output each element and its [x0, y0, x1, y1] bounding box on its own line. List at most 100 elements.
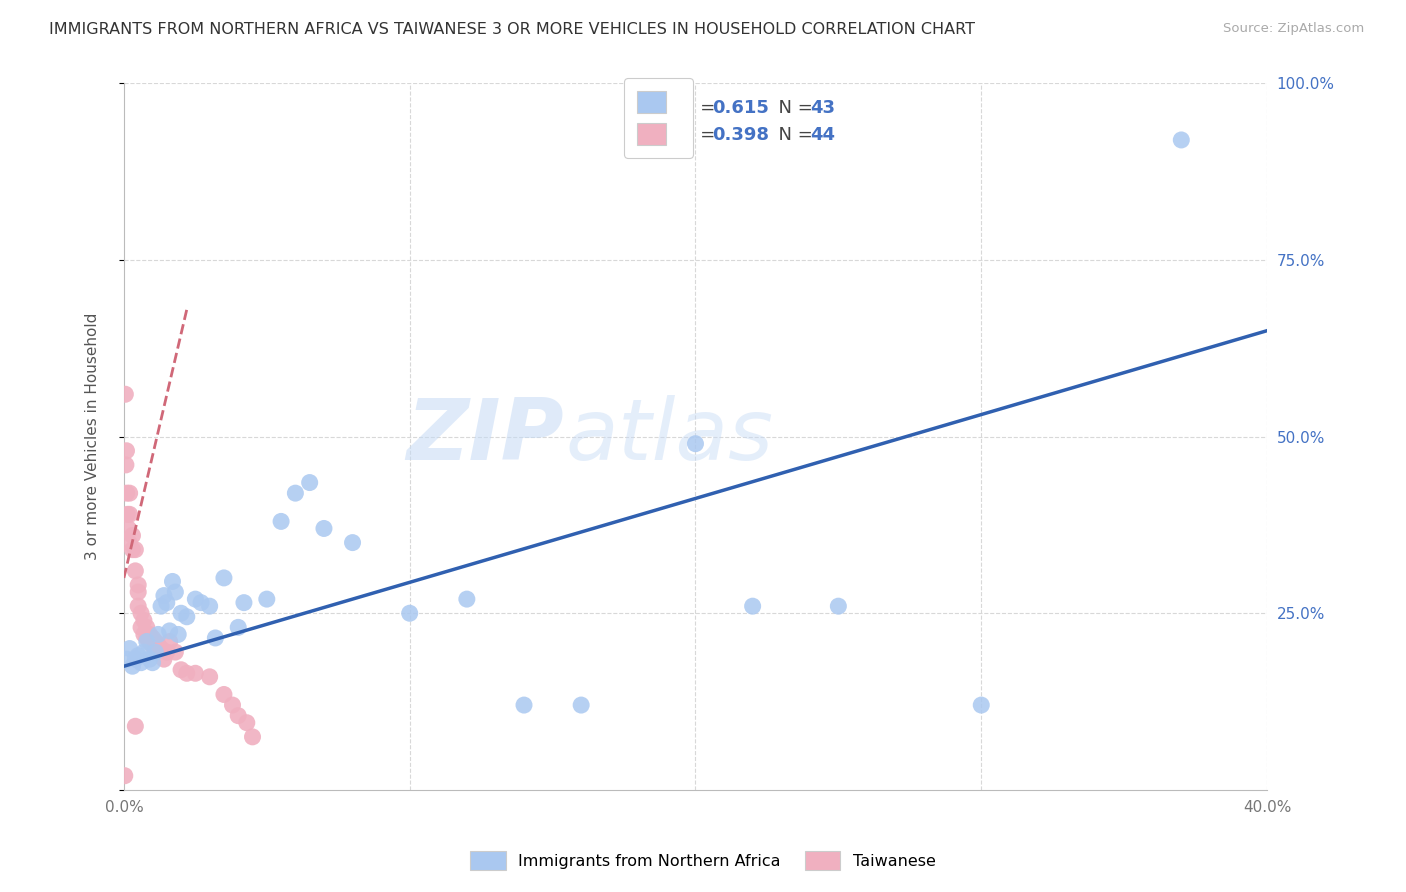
Legend: , : ,	[624, 78, 693, 158]
Text: atlas: atlas	[565, 395, 773, 478]
Point	[212, 571, 235, 585]
Text: Source: ZipAtlas.com: Source: ZipAtlas.com	[1223, 22, 1364, 36]
Point	[124, 564, 146, 578]
Point	[398, 606, 420, 620]
Point	[129, 656, 152, 670]
Point	[141, 656, 163, 670]
Point	[226, 708, 249, 723]
Point	[167, 627, 190, 641]
Point	[124, 542, 146, 557]
Legend: Immigrants from Northern Africa, Taiwanese: Immigrants from Northern Africa, Taiwane…	[464, 845, 942, 877]
Point	[312, 521, 335, 535]
Text: IMMIGRANTS FROM NORTHERN AFRICA VS TAIWANESE 3 OR MORE VEHICLES IN HOUSEHOLD COR: IMMIGRANTS FROM NORTHERN AFRICA VS TAIWA…	[49, 22, 976, 37]
Point	[135, 631, 157, 645]
Point	[138, 627, 160, 641]
Point	[127, 599, 149, 614]
Text: 0.615: 0.615	[713, 99, 769, 117]
Point	[118, 508, 141, 522]
Point	[298, 475, 321, 490]
Point	[236, 715, 259, 730]
Point	[190, 596, 212, 610]
Point	[221, 698, 243, 712]
Point	[150, 641, 173, 656]
Point	[165, 585, 187, 599]
Point	[138, 652, 160, 666]
Point	[198, 670, 221, 684]
Point	[212, 688, 235, 702]
Point	[141, 631, 163, 645]
Point	[741, 599, 763, 614]
Point	[242, 730, 264, 744]
Point	[132, 645, 155, 659]
Point	[456, 592, 478, 607]
Point	[141, 638, 163, 652]
Point	[127, 585, 149, 599]
Point	[117, 508, 139, 522]
Point	[129, 620, 152, 634]
Text: 43: 43	[810, 99, 835, 117]
Point	[226, 620, 249, 634]
Point	[162, 574, 184, 589]
Point	[124, 719, 146, 733]
Text: R =: R =	[682, 126, 721, 144]
Point	[150, 599, 173, 614]
Point	[165, 645, 187, 659]
Point	[270, 515, 292, 529]
Point	[198, 599, 221, 614]
Point	[159, 634, 181, 648]
Y-axis label: 3 or more Vehicles in Household: 3 or more Vehicles in Household	[86, 313, 100, 560]
Point	[115, 486, 138, 500]
Point	[827, 599, 849, 614]
Text: R =: R =	[682, 99, 721, 117]
Point	[143, 634, 166, 648]
Point	[342, 535, 364, 549]
Point	[284, 486, 307, 500]
Point	[156, 645, 179, 659]
Point	[204, 631, 226, 645]
Point	[115, 443, 138, 458]
Point	[176, 609, 198, 624]
Point	[184, 592, 207, 607]
Point	[1170, 133, 1192, 147]
Point	[135, 634, 157, 648]
Point	[115, 458, 138, 472]
Point	[170, 606, 193, 620]
Point	[569, 698, 592, 712]
Point	[114, 387, 136, 401]
Text: ZIP: ZIP	[406, 395, 564, 478]
Point	[114, 769, 136, 783]
Point	[118, 535, 141, 549]
Point	[153, 589, 176, 603]
Point	[970, 698, 993, 712]
Point	[256, 592, 278, 607]
Point	[118, 486, 141, 500]
Point	[132, 613, 155, 627]
Text: N =: N =	[768, 99, 818, 117]
Point	[117, 521, 139, 535]
Point	[127, 648, 149, 663]
Point	[232, 596, 254, 610]
Point	[513, 698, 536, 712]
Point	[184, 666, 207, 681]
Point	[156, 596, 179, 610]
Point	[121, 528, 143, 542]
Point	[148, 638, 170, 652]
Point	[685, 436, 707, 450]
Text: N =: N =	[768, 126, 818, 144]
Point	[129, 606, 152, 620]
Text: 44: 44	[810, 126, 835, 144]
Point	[153, 652, 176, 666]
Point	[127, 578, 149, 592]
Point	[121, 659, 143, 673]
Point	[148, 627, 170, 641]
Point	[118, 641, 141, 656]
Point	[176, 666, 198, 681]
Point	[132, 627, 155, 641]
Point	[124, 652, 146, 666]
Point	[115, 652, 138, 666]
Text: 0.398: 0.398	[713, 126, 769, 144]
Point	[170, 663, 193, 677]
Point	[143, 645, 166, 659]
Point	[135, 620, 157, 634]
Point	[121, 542, 143, 557]
